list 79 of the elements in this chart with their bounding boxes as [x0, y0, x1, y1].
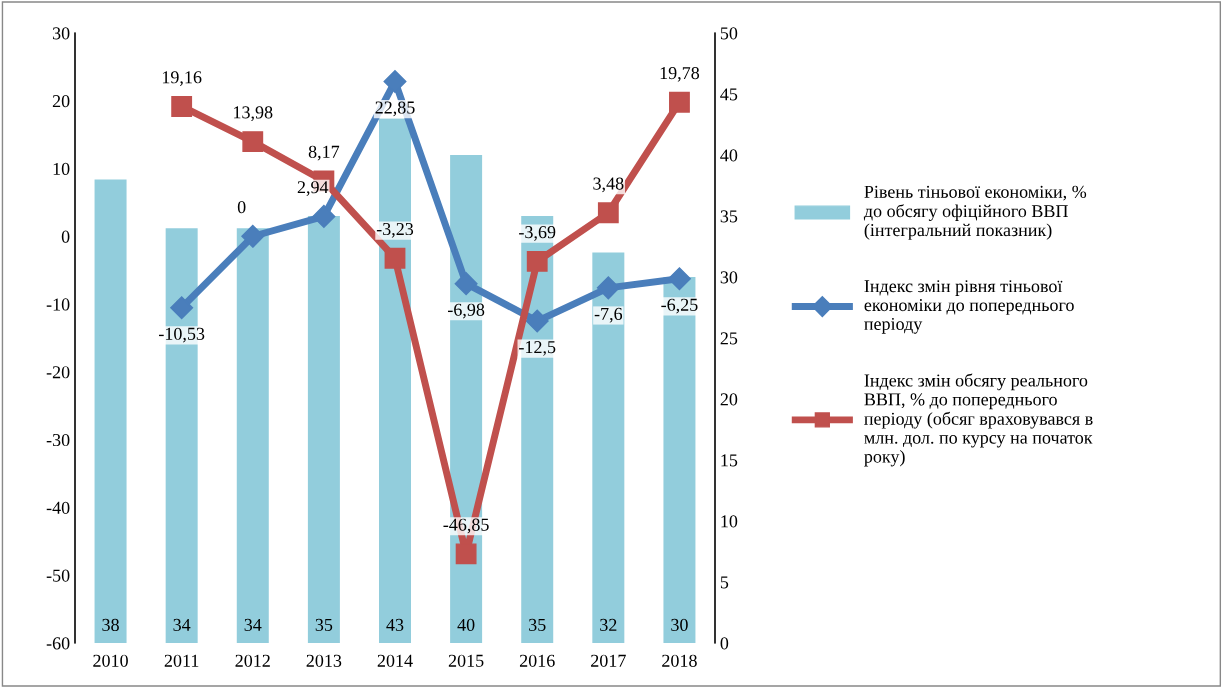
y-tick-label: 20 [52, 95, 70, 108]
point [526, 250, 548, 272]
point [667, 267, 691, 291]
y2-tick-label: 15 [721, 454, 738, 467]
x-tick-label: 2013 [306, 654, 342, 667]
x-tick-label: 2011 [164, 654, 199, 667]
y2-tick-label: 45 [720, 88, 738, 101]
point [454, 272, 478, 296]
data-label: 19,78 [660, 66, 700, 82]
data-label: 35 [529, 618, 546, 631]
y2-tick-label: 50 [720, 27, 738, 40]
data-label: 13,98 [234, 106, 273, 122]
y-tick-label: -30 [46, 433, 70, 447]
data-label: 3,48 [593, 177, 624, 193]
y-tick-label: -10 [46, 298, 70, 311]
x-tick-label: 2017 [591, 654, 626, 667]
y-tick-label: -60 [46, 637, 70, 650]
data-label: 0 [237, 201, 246, 214]
data-label: -12,5 [519, 341, 556, 356]
point [383, 69, 407, 93]
bar [236, 228, 269, 643]
y2-tick-label: 40 [720, 149, 738, 162]
bar [663, 277, 696, 643]
data-label: -3,69 [519, 226, 556, 241]
legend-label: Рівень тіньової економіки, % до обсягу офіційного ВВП (інтегральний показник) [863, 185, 1087, 240]
point [384, 247, 406, 269]
x-tick-label: 2014 [377, 654, 413, 667]
data-label: 2,94 [297, 181, 329, 196]
x-tick-label: 2012 [235, 654, 270, 667]
y-tick-label: 0 [61, 230, 70, 243]
point [525, 309, 549, 333]
point [171, 96, 193, 117]
bar [592, 252, 625, 643]
legend-label: Індекс змін рівня тіньової економіки до попереднього періоду [864, 280, 1074, 334]
point [170, 296, 194, 320]
data-label: -7,6 [594, 307, 623, 323]
y-tick-label: 30 [52, 27, 70, 40]
point [669, 91, 690, 113]
bar [307, 216, 340, 643]
y2-tick-label: 30 [720, 271, 738, 284]
data-label: 19,16 [162, 71, 202, 86]
data-label: 40 [457, 618, 475, 631]
y2-tick-label: 0 [720, 637, 729, 650]
y2-tick-label: 20 [720, 393, 738, 406]
data-label: 34 [173, 618, 191, 631]
data-label: -46,85 [443, 518, 489, 534]
bar [379, 118, 411, 643]
y2-tick-label: 25 [720, 332, 738, 345]
x-tick-label: 2010 [93, 654, 128, 667]
point [312, 204, 336, 228]
y2-tick-label: 5 [720, 576, 729, 589]
bar [94, 179, 127, 643]
data-label: 35 [315, 618, 333, 631]
y-tick-label: -20 [46, 366, 70, 379]
data-label: 34 [244, 618, 262, 631]
x-tick-label: 2016 [519, 654, 555, 667]
y-tick-label: 10 [53, 162, 70, 175]
y-tick-label: -50 [46, 569, 70, 582]
point [455, 543, 477, 565]
data-label: -10,53 [159, 327, 205, 343]
point [242, 131, 264, 152]
y2-tick-label: 10 [721, 515, 738, 528]
data-label: 32 [600, 618, 617, 631]
data-label: -6,25 [661, 298, 698, 314]
data-label: 8,17 [308, 145, 340, 161]
x-tick-label: 2015 [448, 654, 484, 667]
legend-label: Індекс змін обсягу реального ВВП, % до попереднього періоду (обсяг враховувався в млн. дол. по курсу на початок року) [864, 373, 1093, 467]
data-label: 22,85 [375, 101, 415, 117]
data-label: 30 [671, 618, 688, 631]
data-label: -3,23 [376, 222, 414, 238]
y2-tick-label: 35 [720, 210, 738, 223]
data-label: 43 [386, 618, 404, 631]
y-tick-label: -40 [46, 501, 70, 514]
x-tick-label: 2018 [662, 654, 697, 667]
data-label: 38 [102, 618, 119, 631]
point [241, 224, 265, 248]
point [596, 276, 620, 300]
point [597, 202, 619, 224]
data-label: -6,98 [447, 303, 485, 319]
